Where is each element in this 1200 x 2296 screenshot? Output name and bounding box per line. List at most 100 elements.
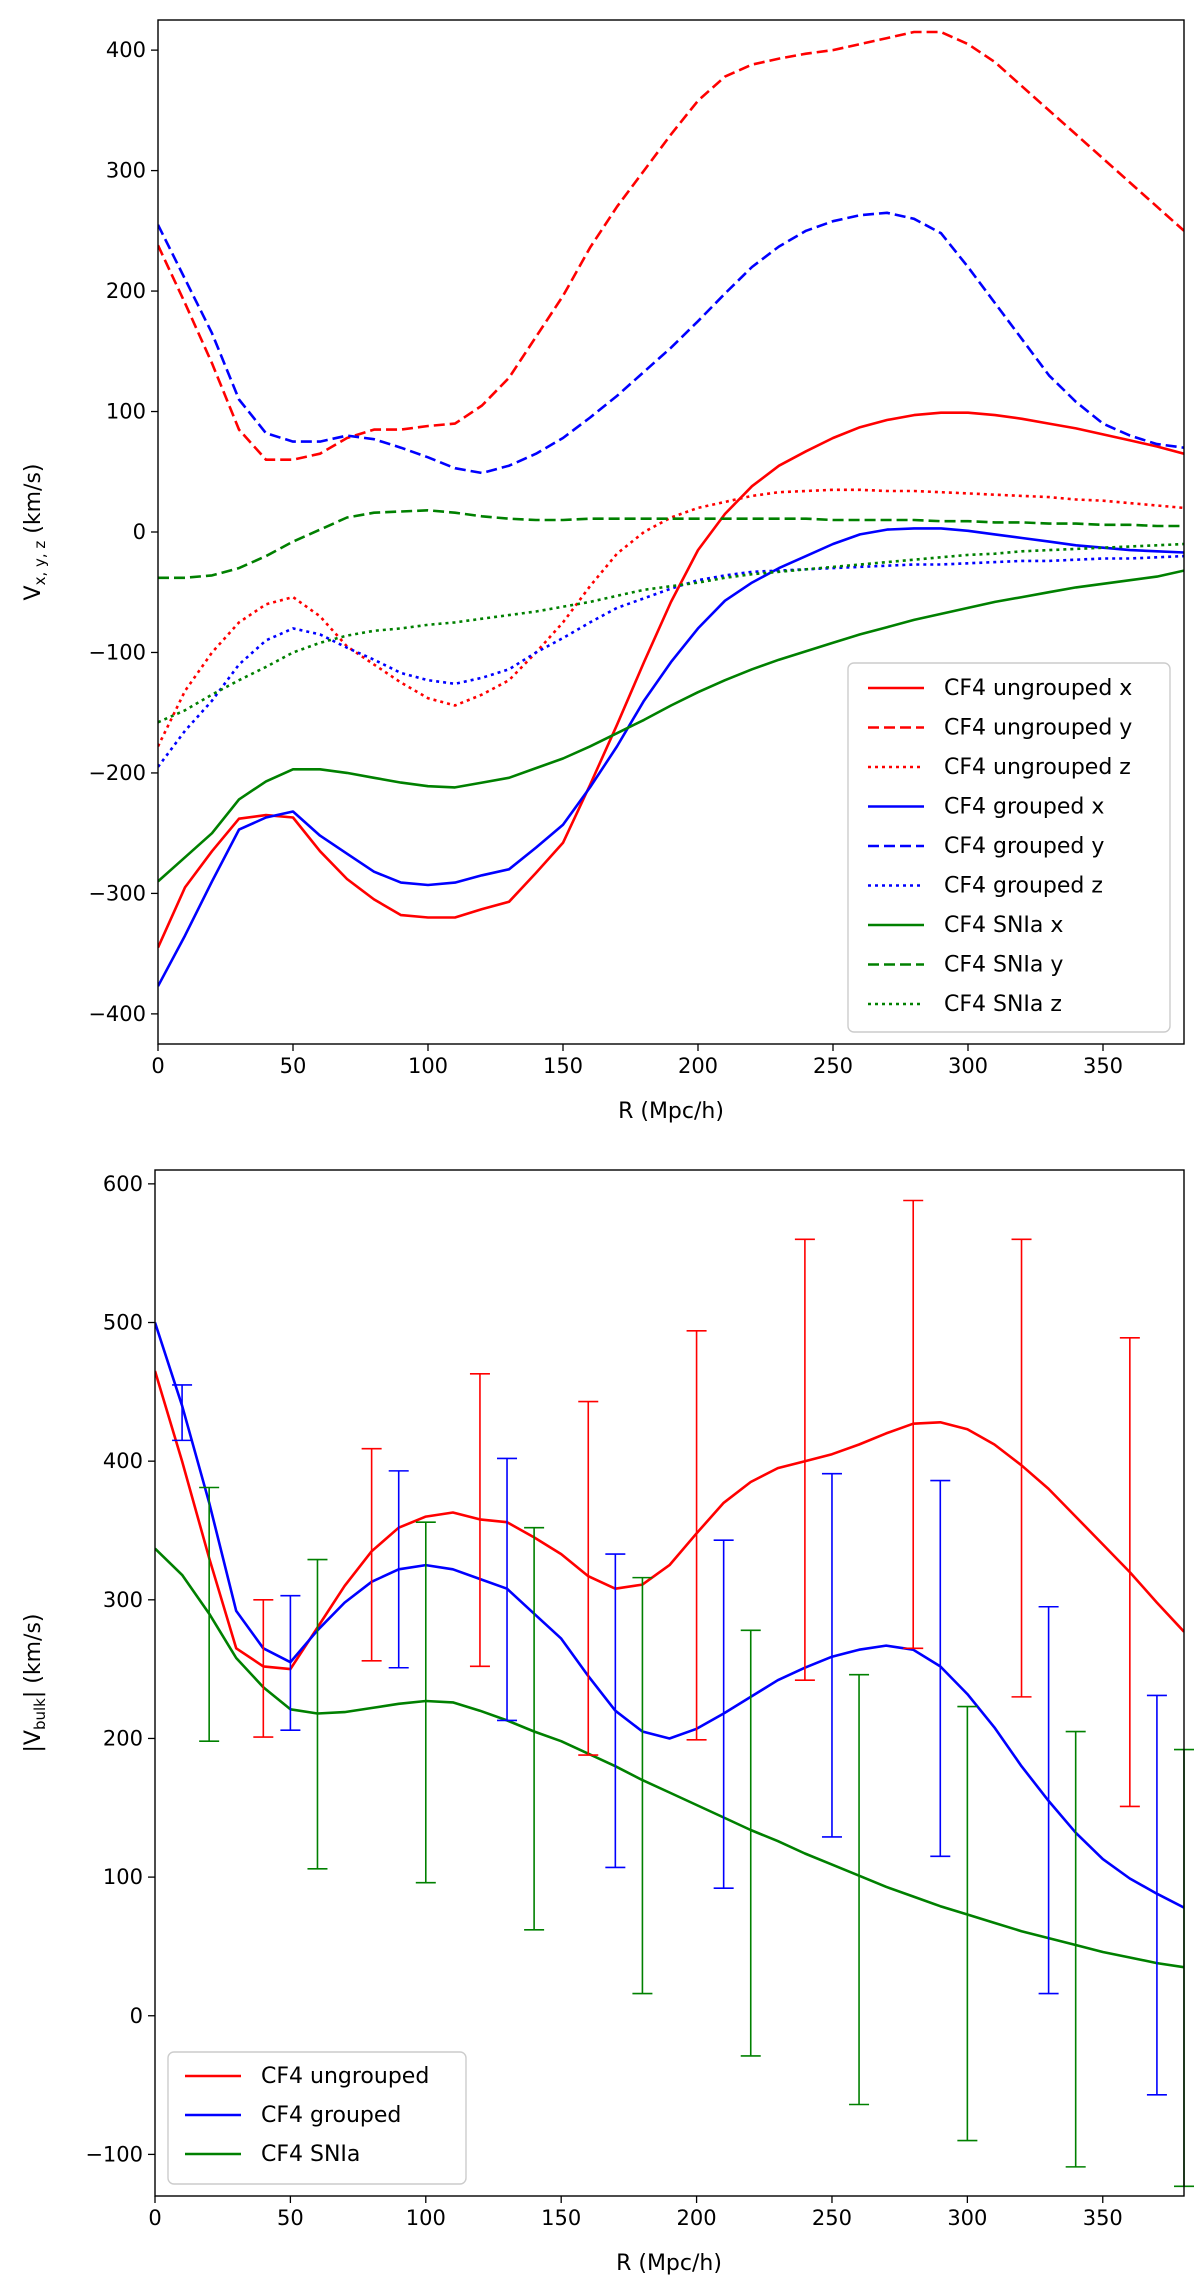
y-tick-label: −300 <box>88 881 146 905</box>
error-bar <box>388 1470 409 1669</box>
legend-item: CF4 grouped x <box>868 795 1104 820</box>
errorbar-layer <box>172 1199 1194 2188</box>
error-bar <box>930 1479 951 1858</box>
x-tick-label: 350 <box>1083 2206 1123 2230</box>
legend-label: CF4 grouped <box>261 2103 401 2128</box>
legend-item: CF4 ungrouped y <box>868 716 1132 741</box>
axis-ticks: 0 50 100 150 200 250 300 350 −400 −300 −200 −100 0 10… <box>88 38 1123 1078</box>
series-line-cf4-grouped-y <box>158 211 1184 475</box>
x-tick-label: 150 <box>543 1054 583 1078</box>
error-bar <box>497 1457 518 1722</box>
legend-label: CF4 grouped y <box>944 834 1104 859</box>
legend-item: CF4 SNIa y <box>868 953 1063 978</box>
y-tick-label: 400 <box>106 38 146 62</box>
legend: CF4 ungrouped x CF4 ungrouped y CF4 ungrou… <box>847 662 1171 1033</box>
legend-label: CF4 SNIa y <box>944 953 1063 978</box>
x-tick-label: 350 <box>1083 1054 1123 1078</box>
x-axis-label: R (Mpc/h) <box>616 2251 722 2276</box>
series-line-cf4-snia-z <box>158 542 1184 724</box>
y-tick-label: 500 <box>103 1311 143 1335</box>
x-tick-label: 250 <box>812 2206 852 2230</box>
error-bar <box>632 1576 653 1995</box>
x-tick-label: 200 <box>678 1054 718 1078</box>
y-tick-label: −100 <box>85 2142 143 2166</box>
x-tick-label: 0 <box>151 1054 164 1078</box>
x-tick-label: 100 <box>406 2206 446 2230</box>
x-tick-label: 250 <box>813 1054 853 1078</box>
error-bar <box>524 1526 545 1931</box>
error-bar <box>740 1629 761 2057</box>
error-bar <box>605 1553 626 1869</box>
x-tick-label: 100 <box>408 1054 448 1078</box>
y-tick-label: −200 <box>88 761 146 785</box>
x-axis-label: R (Mpc/h) <box>618 1099 724 1124</box>
y-tick-label: −400 <box>88 1002 146 1026</box>
series-line-cf4-snia-y <box>158 508 1184 580</box>
legend-label: CF4 ungrouped <box>261 2064 429 2089</box>
error-bar <box>821 1472 842 1838</box>
axis-ticks: 0 50 100 150 200 250 300 350 −100 0 100 200 300 400 50… <box>85 1172 1122 2230</box>
y-tick-label: −100 <box>88 640 146 664</box>
series-line-cf4-ungrouped-y <box>158 30 1184 462</box>
legend-item: CF4 SNIa <box>185 2142 360 2167</box>
error-bar <box>713 1539 734 1889</box>
legend-label: CF4 SNIa z <box>944 992 1062 1017</box>
bulk-flow-panel: 0 50 100 150 200 250 300 350 −100 0 100 200 300 400 50… <box>21 1169 1194 2276</box>
series-line-cf4-snia <box>155 1547 1184 1969</box>
x-tick-label: 300 <box>947 2206 987 2230</box>
error-bar <box>686 1330 707 1741</box>
y-axis-label: |Vbulk| (km/s) <box>21 1614 49 1753</box>
error-bar <box>469 1373 490 1668</box>
error-bar <box>849 1673 870 2106</box>
y-tick-label: 0 <box>130 2004 143 2028</box>
x-tick-label: 0 <box>148 2206 161 2230</box>
legend-item: CF4 grouped z <box>868 874 1103 899</box>
y-tick-label: 200 <box>103 1726 143 1750</box>
x-tick-label: 300 <box>948 1054 988 1078</box>
legend-label: CF4 grouped x <box>944 795 1104 820</box>
legend-item: CF4 ungrouped x <box>868 676 1132 701</box>
legend-label: CF4 SNIa x <box>944 913 1063 938</box>
y-tick-label: 400 <box>103 1449 143 1473</box>
series-layer <box>158 30 1184 987</box>
x-tick-label: 150 <box>541 2206 581 2230</box>
series-line-cf4-ungrouped <box>155 1370 1184 1671</box>
x-tick-label: 50 <box>277 2206 304 2230</box>
legend-box <box>167 2051 467 2185</box>
series-line-cf4-grouped <box>155 1322 1184 1909</box>
series-layer <box>155 1322 1184 1969</box>
y-tick-label: 300 <box>106 159 146 183</box>
legend-box <box>847 662 1171 1033</box>
series-line-cf4-ungrouped-x <box>158 411 1184 949</box>
series-line-cf4-ungrouped-z <box>158 488 1184 747</box>
error-bar <box>957 1705 978 2142</box>
legend-label: CF4 grouped z <box>944 874 1103 899</box>
error-bar <box>307 1558 328 1870</box>
y-tick-label: 100 <box>106 400 146 424</box>
y-tick-label: 100 <box>103 1865 143 1889</box>
y-tick-label: 200 <box>106 279 146 303</box>
legend-item: CF4 grouped y <box>868 834 1104 859</box>
legend-label: CF4 ungrouped x <box>944 676 1132 701</box>
series-line-cf4-snia-x <box>158 569 1184 883</box>
series-line-cf4-grouped-x <box>158 527 1184 987</box>
legend-label: CF4 ungrouped y <box>944 716 1132 741</box>
error-bar <box>1011 1238 1032 1698</box>
error-bar <box>280 1594 301 1731</box>
error-bar <box>1065 1730 1086 2168</box>
error-bar <box>1119 1336 1140 1808</box>
legend-item: CF4 grouped <box>185 2103 401 2128</box>
error-bar <box>903 1199 924 1650</box>
error-bar <box>1146 1694 1167 2096</box>
y-tick-label: 300 <box>103 1588 143 1612</box>
legend-item: CF4 SNIa x <box>868 913 1063 938</box>
error-bar <box>253 1599 274 1738</box>
legend: CF4 ungrouped CF4 grouped CF4 SNIa <box>167 2051 467 2185</box>
y-axis-label: Vx, y, z (km/s) <box>21 464 49 601</box>
error-bar <box>199 1486 220 1743</box>
legend-item: CF4 ungrouped <box>185 2064 429 2089</box>
x-tick-label: 50 <box>280 1054 307 1078</box>
legend-label: CF4 SNIa <box>261 2142 360 2167</box>
